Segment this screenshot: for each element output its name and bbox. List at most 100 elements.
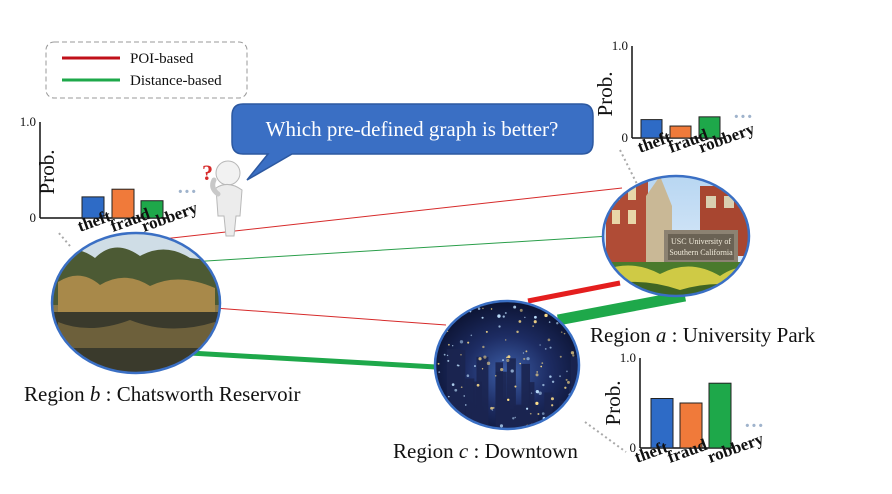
legend-box <box>45 41 248 99</box>
region-b-label: Region b : Chatsworth Reservoir <box>24 382 300 406</box>
city-light <box>572 354 575 357</box>
city-light <box>533 320 537 324</box>
city-light <box>502 315 505 318</box>
more-categories-ellipsis: ··· <box>177 181 197 203</box>
city-light <box>467 303 472 308</box>
city-light <box>435 398 438 401</box>
city-light <box>446 354 449 357</box>
city-light <box>566 380 570 384</box>
city-light <box>525 350 528 353</box>
city-light <box>483 355 487 359</box>
city-light <box>490 308 493 310</box>
y-axis-label: Prob. <box>593 72 617 117</box>
city-light <box>537 413 540 415</box>
city-light <box>538 391 542 395</box>
city-light <box>485 330 488 333</box>
figure-head <box>215 160 241 186</box>
city-light <box>514 385 517 388</box>
city-light <box>451 383 455 386</box>
city-light <box>506 358 510 363</box>
region-c-label: Region c : Downtown <box>393 439 578 463</box>
speech-bubble-shape <box>231 103 594 181</box>
city-light <box>467 341 470 344</box>
city-light <box>506 356 508 359</box>
city-light <box>549 346 552 349</box>
building <box>506 358 516 429</box>
bar-fraud <box>679 402 703 449</box>
city-light <box>535 401 539 406</box>
city-light <box>437 362 440 365</box>
poi-edge-b-c <box>213 307 447 326</box>
building <box>528 401 535 429</box>
city-light <box>463 395 465 397</box>
city-light <box>466 422 469 425</box>
distance-edge-b-c <box>189 350 437 370</box>
city-light <box>526 357 530 361</box>
city-light <box>481 316 484 319</box>
city-light <box>555 427 559 429</box>
category-label-theft: theft <box>75 206 114 236</box>
city-light <box>566 370 568 373</box>
region-a-label: Region a : University Park <box>590 323 816 347</box>
city-light <box>497 314 501 318</box>
city-light <box>478 357 482 361</box>
city-light <box>459 340 464 344</box>
city-light <box>529 412 532 415</box>
bar-robbery <box>698 116 721 139</box>
city-light <box>522 352 525 354</box>
building <box>513 406 522 429</box>
building <box>573 400 579 429</box>
y-axis-label: Prob. <box>35 150 59 195</box>
figure-body <box>215 184 243 237</box>
y-tick-label: 0 <box>630 440 637 455</box>
building <box>476 356 489 429</box>
building <box>530 405 539 429</box>
city-light <box>492 406 495 409</box>
city-light <box>477 307 481 310</box>
city-light <box>481 368 484 370</box>
city-light <box>556 322 559 325</box>
city-light <box>535 390 539 394</box>
building <box>500 398 510 429</box>
legend-label-distance: Distance-based <box>130 73 222 89</box>
city-light <box>563 332 566 335</box>
city-light <box>502 359 505 362</box>
city-light <box>541 412 545 415</box>
city-light <box>505 339 507 341</box>
city-light <box>547 338 551 342</box>
region-c-border <box>433 299 581 431</box>
city-light <box>466 374 470 377</box>
city-light <box>553 312 556 315</box>
city-light <box>523 357 526 361</box>
city-light <box>565 378 568 381</box>
city-light <box>506 398 510 402</box>
chart-connectors <box>57 149 641 453</box>
bar-fraud <box>669 125 692 139</box>
campus-sign-line2: Southern California <box>669 248 733 257</box>
distance-edge-b-a <box>189 235 611 263</box>
city-light <box>568 423 570 425</box>
city-light <box>549 375 552 378</box>
region-b-border <box>50 231 222 375</box>
city-light <box>494 375 497 377</box>
building <box>570 356 579 429</box>
city-light <box>519 308 523 312</box>
city-light <box>548 321 551 323</box>
building <box>456 350 466 429</box>
campus-sign-line1: USC University of <box>671 237 731 246</box>
speech-bubble-text: Which pre-defined graph is better? <box>266 117 559 141</box>
y-tick-label: 1.0 <box>20 114 36 129</box>
city-light <box>446 322 448 324</box>
more-categories-ellipsis: ··· <box>744 415 764 437</box>
city-light <box>445 414 447 416</box>
city-light <box>553 426 557 429</box>
bar-fraud <box>111 188 135 219</box>
speech-bubble: Which pre-defined graph is better? <box>231 103 594 181</box>
city-light <box>460 353 462 356</box>
y-tick-label: 0 <box>622 130 629 145</box>
city-light <box>559 375 561 378</box>
city-light <box>448 395 450 398</box>
city-light <box>436 423 440 427</box>
